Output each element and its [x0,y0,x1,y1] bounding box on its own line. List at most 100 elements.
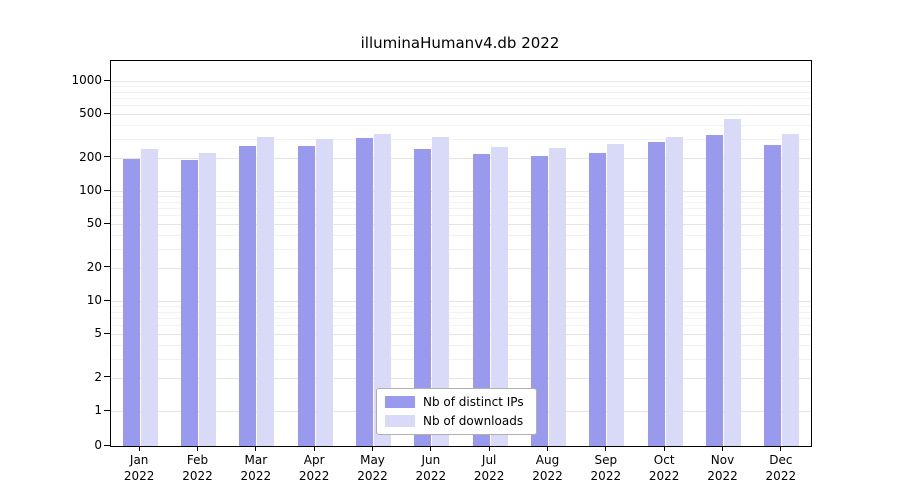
bar-downloads-jun [432,137,450,446]
gridline-minor [111,91,811,93]
bar-downloads-jul [490,147,508,446]
y-tick-mark [104,156,110,158]
legend: Nb of distinct IPs Nb of downloads [376,388,537,435]
gridline-minor [111,318,811,320]
bar-downloads-aug [549,148,566,446]
bar-distinct-ips-feb [181,160,198,446]
gridline-minor [111,86,811,88]
gridline-minor [111,201,811,203]
gridline-major [111,267,811,269]
x-tick-mark [547,446,548,451]
y-tick-label: 2 [94,369,102,384]
bar-downloads-sep [607,144,625,446]
gridline-minor [111,124,811,126]
bar-downloads-may [374,133,391,446]
bar-downloads-mar [257,137,275,446]
y-tick-label: 50 [86,216,102,231]
gridline-major [111,377,811,379]
x-tick-label: Mar 2022 [240,453,272,483]
bar-distinct-ips-mar [239,145,257,446]
bar-downloads-oct [665,136,683,446]
x-tick-label: Sep 2022 [590,453,622,483]
legend-item-distinct-ips: Nb of distinct IPs [385,395,524,409]
bar-downloads-feb [199,152,216,446]
y-tick-mark [104,299,110,301]
bar-distinct-ips-oct [647,142,665,446]
x-tick-mark [313,446,315,451]
bar-downloads-dec [782,133,800,446]
bar-distinct-ips-sep [589,153,607,446]
x-tick-label: Jul 2022 [473,453,505,483]
y-tick-label: 10 [86,293,102,307]
gridline-minor [111,196,811,198]
y-tick-label: 1000 [71,73,102,87]
legend-label: Nb of downloads [423,414,524,428]
bar-distinct-ips-jun [414,149,432,446]
x-tick-mark [430,446,432,451]
gridline-minor [111,234,811,236]
y-tick-label: 5 [94,326,102,341]
x-tick-mark [138,446,140,451]
y-tick-label: 500 [79,106,102,121]
y-tick-label: 200 [79,149,102,164]
y-tick-label: 0 [94,438,102,452]
gridline-minor [111,306,811,308]
x-tick-mark [722,446,723,451]
gridline-minor [111,105,811,107]
x-tick-mark [780,446,782,451]
y-tick-label: 20 [86,259,102,274]
y-tick-mark [104,409,110,411]
x-tick-mark [488,446,490,451]
gridline-major [111,114,811,116]
bar-downloads-apr [315,138,333,446]
chart-title: illuminaHumanv4.db 2022 [360,34,560,52]
gridline-minor [111,215,811,217]
y-tick-mark [104,112,110,114]
x-tick-mark [255,446,257,451]
gridline-major [111,157,811,159]
bar-distinct-ips-dec [764,145,782,446]
legend-swatch [385,396,415,408]
bar-distinct-ips-apr [297,145,315,446]
legend-item-downloads: Nb of downloads [385,414,524,428]
x-tick-label: Jan 2022 [123,453,155,483]
y-tick-mark [104,332,110,334]
x-tick-mark [372,446,373,451]
x-tick-label: May 2022 [357,453,388,483]
gridline-minor [111,344,811,346]
x-tick-label: Apr 2022 [298,453,330,483]
y-tick-label: 1 [94,403,102,417]
x-tick-mark [663,446,665,451]
x-tick-label: Nov 2022 [707,453,738,483]
gridline-minor [111,248,811,250]
gridline-major [111,81,811,82]
bar-downloads-nov [724,118,741,446]
bar-downloads-jan [140,148,158,446]
bar-distinct-ips-jan [122,158,140,446]
x-tick-label: Jun 2022 [415,453,447,483]
gridline-major [111,224,811,226]
y-tick-label: 100 [79,183,102,197]
x-tick-label: Aug 2022 [532,453,563,483]
bar-distinct-ips-jul [472,154,490,446]
x-tick-label: Feb 2022 [182,453,213,483]
y-tick-mark [104,444,110,446]
y-tick-mark [104,79,110,81]
x-tick-mark [605,446,607,451]
bar-distinct-ips-may [356,138,373,446]
legend-label: Nb of distinct IPs [423,395,524,409]
gridline-major [111,334,811,336]
gridline-major [111,191,811,192]
x-tick-label: Dec 2022 [765,453,797,483]
gridline-minor [111,138,811,140]
gridline-minor [111,358,811,360]
y-tick-mark [104,189,110,191]
y-tick-mark [104,266,110,268]
gridline-major [111,301,811,302]
x-tick-mark [197,446,198,451]
legend-swatch [385,415,415,427]
bar-distinct-ips-nov [706,135,723,446]
gridline-minor [111,208,811,210]
bar-distinct-ips-aug [531,156,548,446]
